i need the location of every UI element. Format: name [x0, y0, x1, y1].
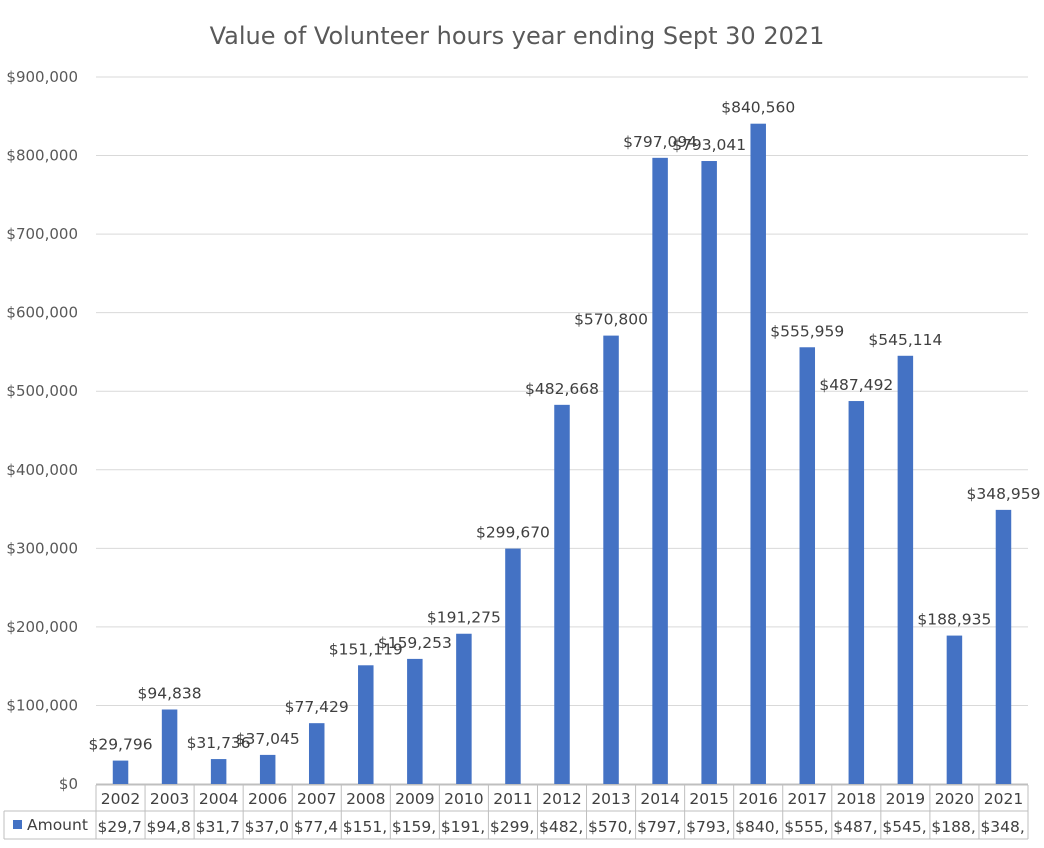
category-label: 2002 [101, 790, 140, 808]
data-label: $482,668 [525, 380, 599, 398]
category-label: 2008 [346, 790, 385, 808]
y-axis-tick-labels: $0 $100,000 $200,000 $300,000 $400,000 $500,0… [6, 68, 78, 793]
data-label: $77,429 [285, 698, 349, 716]
bar [308, 723, 325, 784]
data-label: $840,560 [721, 99, 795, 117]
y-tick-label: $800,000 [6, 147, 78, 165]
y-tick-label: $900,000 [6, 68, 78, 86]
bar [652, 157, 668, 784]
table-value: $159, [392, 818, 436, 836]
table-value: $348, [980, 818, 1024, 836]
category-label: 2012 [542, 790, 581, 808]
data-label: $487,492 [819, 376, 893, 394]
bar [358, 665, 374, 784]
table-value: $31,7 [196, 818, 240, 836]
data-label: $299,670 [476, 524, 550, 542]
category-label: 2010 [444, 790, 483, 808]
table-value: $299, [490, 818, 534, 836]
category-label: 2007 [297, 790, 336, 808]
bar [456, 633, 472, 784]
category-label: 2006 [248, 790, 287, 808]
data-label: $94,838 [138, 684, 202, 702]
bar [897, 355, 914, 784]
bar [750, 123, 766, 784]
category-label: 2011 [493, 790, 532, 808]
bar [554, 404, 570, 784]
bar [210, 759, 227, 784]
y-tick-label: $600,000 [6, 304, 78, 322]
data-label: $545,114 [868, 331, 942, 349]
bar [407, 658, 423, 784]
category-label: 2019 [886, 790, 925, 808]
category-label: 2018 [837, 790, 876, 808]
category-label: 2016 [738, 790, 777, 808]
category-label: 2003 [150, 790, 189, 808]
y-tick-label: $0 [59, 775, 78, 793]
bar [259, 754, 276, 784]
table-value: $151, [343, 818, 387, 836]
y-tick-label: $700,000 [6, 225, 78, 243]
bar [848, 401, 865, 784]
chart-title: Value of Volunteer hours year ending Sep… [210, 22, 825, 50]
category-label: 2013 [591, 790, 630, 808]
table-value: $37,0 [245, 818, 289, 836]
data-label: $570,800 [574, 311, 648, 329]
category-label: 2009 [395, 790, 434, 808]
table-value: $77,4 [294, 818, 338, 836]
category-label: 2014 [640, 790, 679, 808]
bar [161, 709, 178, 784]
bar [701, 161, 717, 785]
y-tick-label: $500,000 [6, 382, 78, 400]
y-tick-label: $400,000 [6, 461, 78, 479]
table-value: $94,8 [147, 818, 191, 836]
bar [799, 347, 816, 784]
table-value: $555, [784, 818, 828, 836]
table-value: $570, [588, 818, 632, 836]
y-tick-label: $300,000 [6, 539, 78, 557]
category-label: 2017 [788, 790, 827, 808]
table-value: $793, [686, 818, 730, 836]
category-label: 2020 [935, 790, 974, 808]
table-value: $29,7 [98, 818, 142, 836]
category-label: 2021 [984, 790, 1023, 808]
table-value: $482, [539, 818, 583, 836]
data-label: $793,041 [672, 136, 746, 154]
data-label: $797,094 [623, 133, 697, 151]
bar [112, 760, 129, 784]
category-label: 2004 [199, 790, 238, 808]
data-label: $348,959 [966, 485, 1040, 503]
data-label: $29,796 [88, 736, 152, 754]
data-label: $31,736 [187, 734, 251, 752]
data-labels: $29,796 $94,838 $31,736$37,045 $77,429 $151,… [88, 99, 1040, 754]
bar [505, 548, 521, 784]
legend-swatch [13, 820, 22, 829]
table-value: $487, [833, 818, 877, 836]
data-label: $188,935 [917, 611, 991, 629]
data-label: $151,119 [329, 640, 403, 658]
table-value: $840, [735, 818, 779, 836]
y-tick-label: $200,000 [6, 618, 78, 636]
data-table: Amount 2002 $29,7 2003 $94,8 2004 $31,7 2006 $37… [3, 784, 1029, 840]
bar [946, 635, 963, 784]
legend-label: Amount [27, 816, 88, 834]
data-label: $37,045 [236, 730, 300, 748]
bars [112, 123, 1012, 785]
data-label: $191,275 [427, 609, 501, 627]
data-label: $555,959 [770, 322, 844, 340]
table-value: $188, [931, 818, 975, 836]
category-label: 2015 [689, 790, 728, 808]
table-value: $797, [637, 818, 681, 836]
table-value: $191, [441, 818, 485, 836]
table-value: $545, [882, 818, 926, 836]
y-tick-label: $100,000 [6, 696, 78, 714]
data-label: $159,253 [378, 634, 452, 652]
bar [995, 509, 1012, 784]
bar [603, 335, 619, 784]
